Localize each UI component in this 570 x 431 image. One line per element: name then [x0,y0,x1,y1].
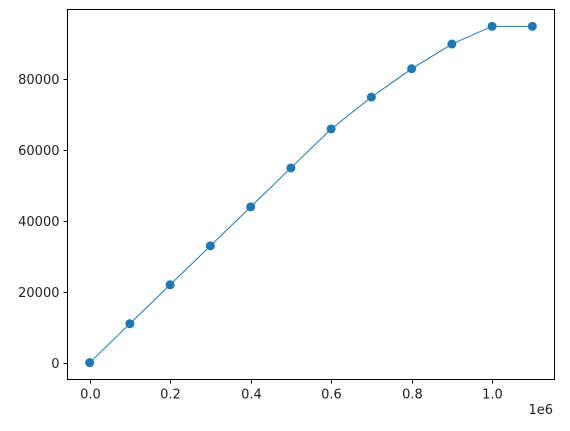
data-point [286,163,296,173]
y-tick-label: 80000 [18,73,59,88]
y-axis: 0 20000 40000 60000 80000 [18,73,68,372]
data-point [125,319,135,329]
plot-area-frame [67,9,555,380]
y-tick-label: 20000 [18,286,59,301]
y-tick-label: 60000 [18,144,59,159]
x-axis: 0.0 0.2 0.4 0.6 0.8 1.0 [80,379,503,403]
data-point [527,21,537,31]
x-tick-label: 0.6 [321,388,342,403]
data-point [407,64,417,74]
y-tick-label: 40000 [18,215,59,230]
x-axis-offset-label: 1e6 [528,403,553,418]
series-layer [85,21,537,368]
data-point [205,241,215,251]
data-point [85,358,95,368]
data-point [246,202,256,212]
data-point [326,124,336,134]
data-point [487,21,497,31]
x-tick-label: 1.0 [482,388,503,403]
data-point [165,280,175,290]
x-tick-label: 0.4 [241,388,262,403]
x-tick-label: 0.8 [402,388,423,403]
y-tick-label: 0 [51,357,59,372]
series-line [89,25,533,364]
x-tick-label: 0.2 [160,388,181,403]
x-tick-label: 0.0 [80,388,101,403]
data-point [447,39,457,49]
data-point [366,92,376,102]
